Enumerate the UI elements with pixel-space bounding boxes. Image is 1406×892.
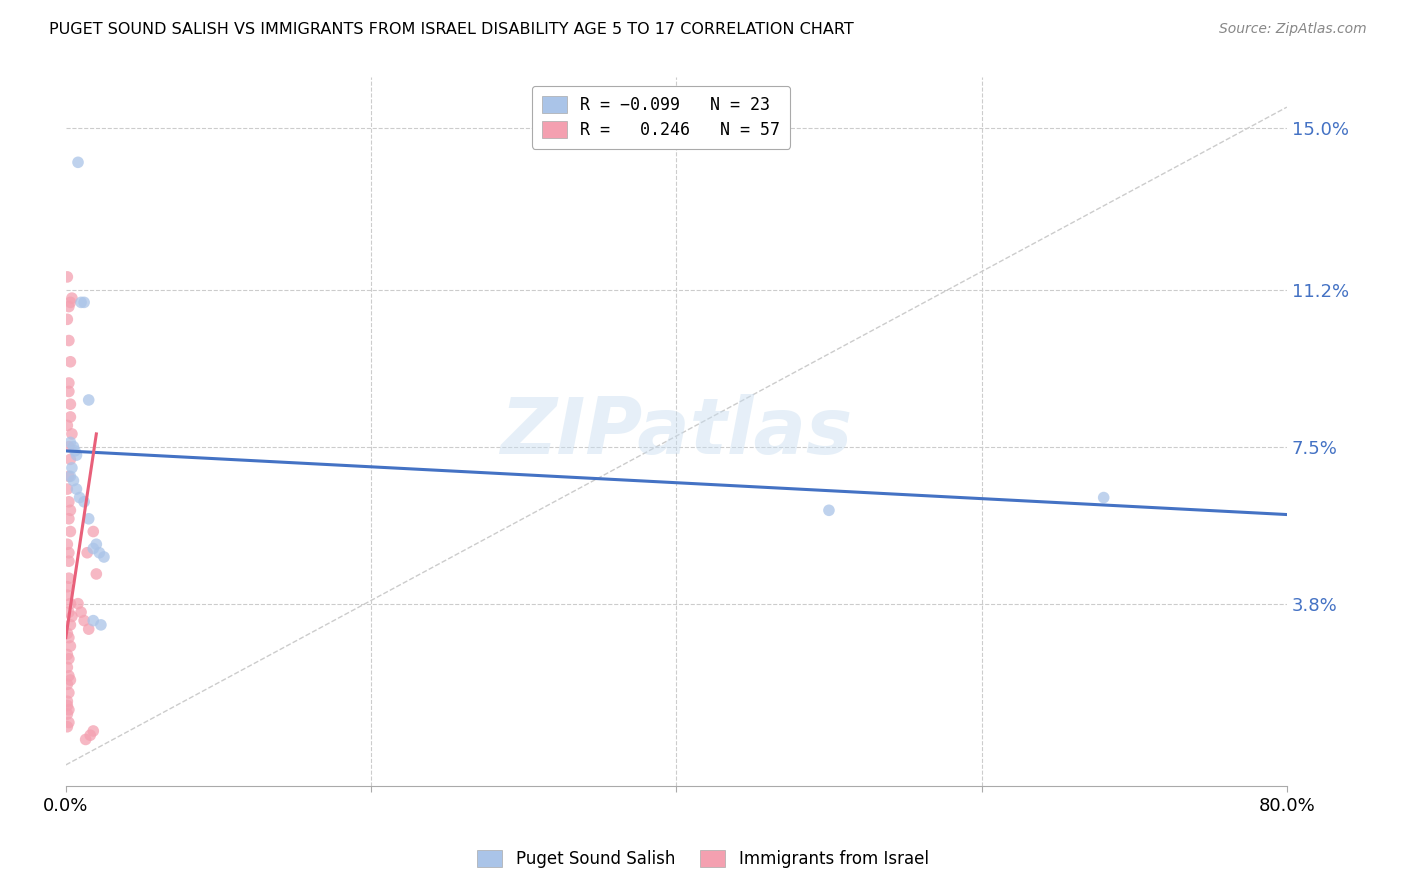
Point bbox=[86, 537, 108, 551]
Point bbox=[56, 588, 79, 602]
Point bbox=[56, 312, 79, 326]
Point bbox=[56, 482, 79, 496]
Point bbox=[90, 618, 112, 632]
Point bbox=[60, 461, 83, 475]
Point bbox=[58, 495, 80, 509]
Point bbox=[73, 495, 96, 509]
Point bbox=[59, 469, 82, 483]
Point bbox=[58, 512, 80, 526]
Text: ZIPatlas: ZIPatlas bbox=[501, 393, 852, 470]
Point bbox=[56, 720, 79, 734]
Point bbox=[59, 618, 82, 632]
Point bbox=[70, 605, 93, 619]
Point bbox=[58, 554, 80, 568]
Point bbox=[58, 605, 80, 619]
Point bbox=[58, 334, 80, 348]
Point bbox=[86, 566, 108, 581]
Point bbox=[59, 524, 82, 539]
Point bbox=[60, 609, 83, 624]
Point bbox=[56, 580, 79, 594]
Point bbox=[58, 376, 80, 390]
Point bbox=[56, 626, 79, 640]
Point bbox=[69, 491, 91, 505]
Point bbox=[56, 698, 79, 713]
Point bbox=[93, 549, 115, 564]
Point bbox=[66, 597, 89, 611]
Point bbox=[58, 631, 80, 645]
Point bbox=[58, 300, 80, 314]
Point bbox=[58, 546, 80, 560]
Point bbox=[56, 418, 79, 433]
Point bbox=[58, 686, 80, 700]
Point bbox=[58, 571, 80, 585]
Point bbox=[66, 155, 89, 169]
Point bbox=[65, 448, 87, 462]
Point bbox=[59, 639, 82, 653]
Point bbox=[56, 677, 79, 691]
Point bbox=[76, 546, 98, 560]
Point bbox=[59, 355, 82, 369]
Point bbox=[77, 392, 100, 407]
Point bbox=[75, 732, 97, 747]
Point bbox=[59, 435, 82, 450]
Point bbox=[82, 524, 104, 539]
Legend: R = −0.099   N = 23, R =   0.246   N = 57: R = −0.099 N = 23, R = 0.246 N = 57 bbox=[531, 86, 790, 149]
Point bbox=[59, 597, 82, 611]
Point bbox=[82, 723, 104, 738]
Point bbox=[58, 669, 80, 683]
Point bbox=[70, 295, 93, 310]
Point bbox=[56, 706, 79, 721]
Point bbox=[1092, 491, 1115, 505]
Point bbox=[58, 440, 80, 454]
Point bbox=[77, 622, 100, 636]
Point bbox=[58, 384, 80, 399]
Point bbox=[58, 703, 80, 717]
Point bbox=[59, 452, 82, 467]
Point bbox=[82, 614, 104, 628]
Point bbox=[60, 291, 83, 305]
Point bbox=[56, 269, 79, 284]
Point bbox=[63, 443, 86, 458]
Point bbox=[89, 546, 111, 560]
Point bbox=[56, 648, 79, 662]
Text: PUGET SOUND SALISH VS IMMIGRANTS FROM ISRAEL DISABILITY AGE 5 TO 17 CORRELATION : PUGET SOUND SALISH VS IMMIGRANTS FROM IS… bbox=[49, 22, 853, 37]
Point bbox=[59, 295, 82, 310]
Point bbox=[82, 541, 104, 556]
Point bbox=[59, 409, 82, 424]
Point bbox=[62, 474, 84, 488]
Text: Source: ZipAtlas.com: Source: ZipAtlas.com bbox=[1219, 22, 1367, 37]
Point bbox=[58, 715, 80, 730]
Legend: Puget Sound Salish, Immigrants from Israel: Puget Sound Salish, Immigrants from Isra… bbox=[471, 843, 935, 875]
Point bbox=[58, 652, 80, 666]
Point bbox=[58, 469, 80, 483]
Point bbox=[59, 397, 82, 411]
Point bbox=[62, 440, 84, 454]
Point bbox=[56, 537, 79, 551]
Point bbox=[56, 694, 79, 708]
Point bbox=[60, 426, 83, 441]
Point bbox=[77, 512, 100, 526]
Point bbox=[59, 673, 82, 687]
Point bbox=[56, 660, 79, 674]
Point bbox=[59, 503, 82, 517]
Point bbox=[79, 728, 101, 742]
Point bbox=[65, 482, 87, 496]
Point bbox=[73, 295, 96, 310]
Point bbox=[73, 614, 96, 628]
Point bbox=[818, 503, 841, 517]
